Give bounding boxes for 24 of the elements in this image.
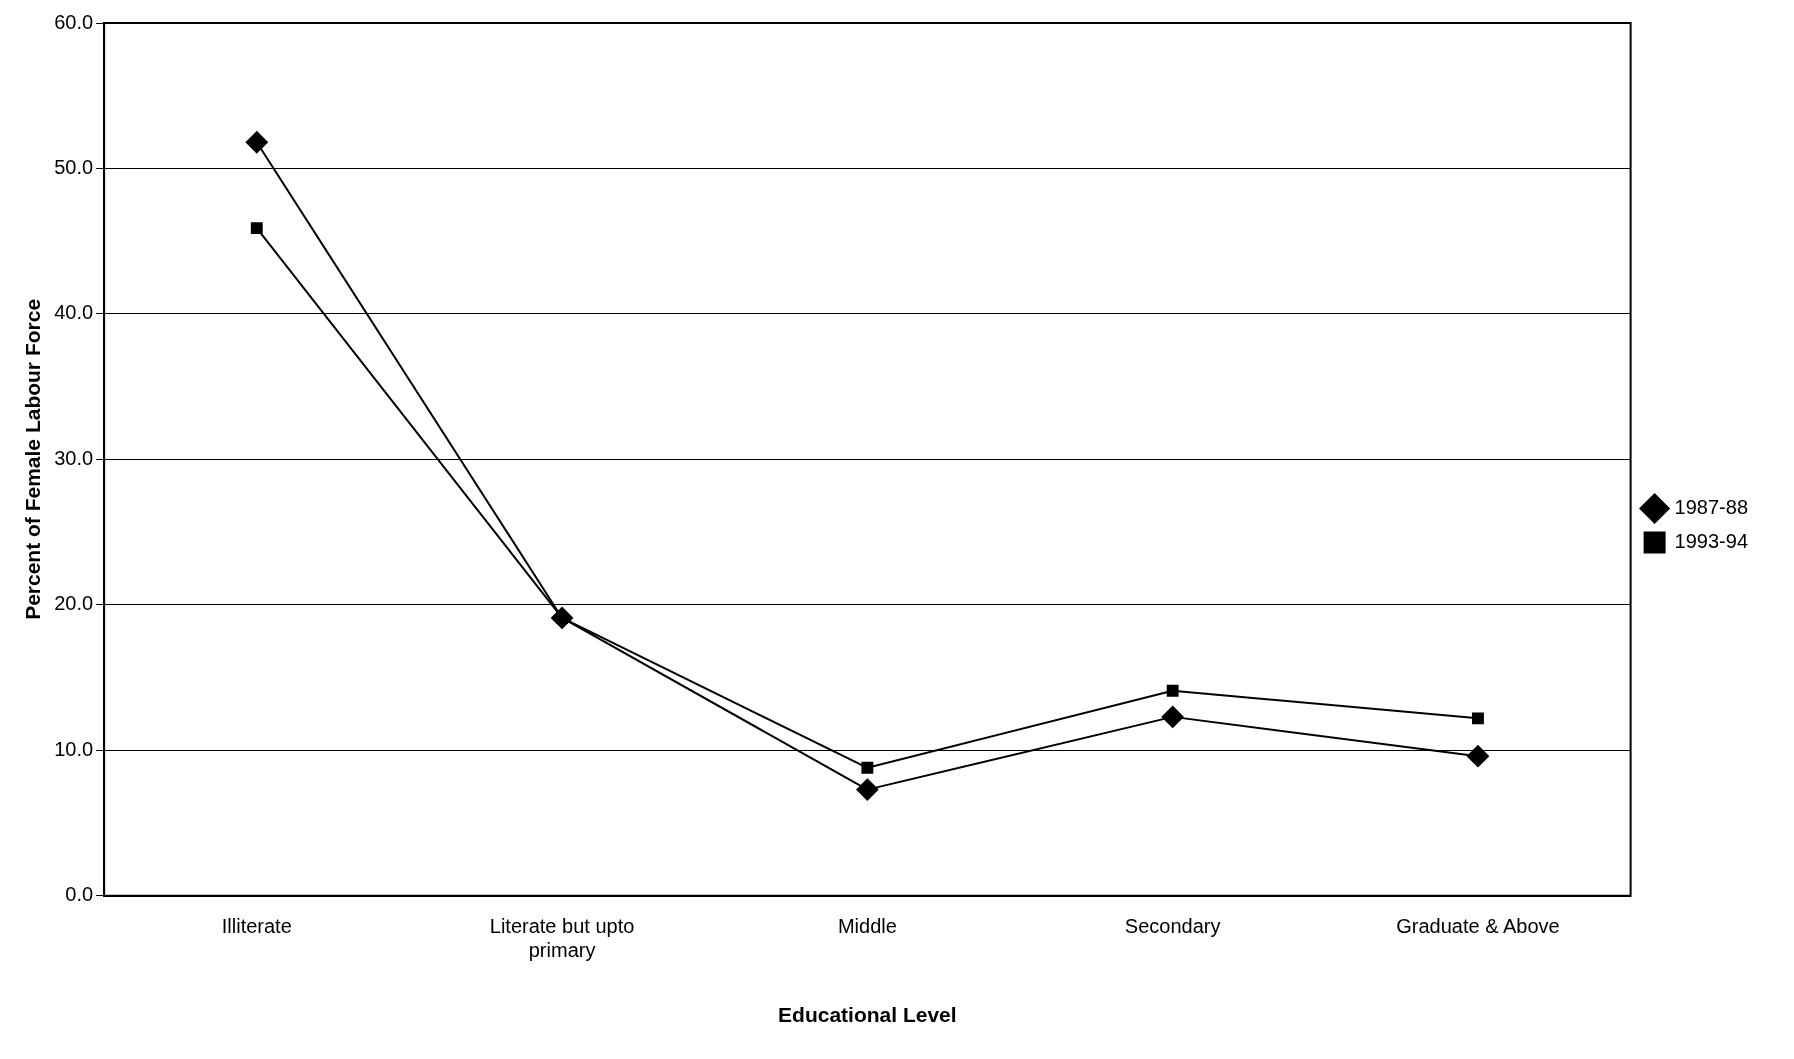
point bbox=[250, 222, 263, 235]
y-tick-label: 40.0 bbox=[54, 301, 94, 324]
x-axis-title: Educational Level bbox=[778, 1003, 957, 1027]
y-tick-label: 60.0 bbox=[54, 10, 94, 33]
point bbox=[1161, 705, 1184, 728]
point bbox=[1472, 712, 1484, 725]
x-tick-label: Secondary bbox=[1124, 915, 1221, 938]
y-tick-label: 10.0 bbox=[54, 737, 94, 760]
point bbox=[1166, 684, 1179, 697]
x-tick-label: Illiterate bbox=[221, 915, 292, 938]
x-tick-label: Literate but upto primary bbox=[489, 915, 635, 962]
x-tick-label: Middle bbox=[837, 915, 897, 938]
y-tick-label: 20.0 bbox=[54, 592, 94, 615]
point bbox=[1466, 745, 1489, 768]
y-tick-label: 0.0 bbox=[65, 883, 94, 906]
y-tick-label: 30.0 bbox=[54, 446, 94, 469]
point bbox=[245, 131, 268, 154]
legend-label: 1987-88 bbox=[1674, 496, 1749, 519]
y-axis-title: Percent of Female Labour Force bbox=[21, 298, 45, 620]
point bbox=[861, 761, 874, 774]
x-tick-label: Graduate & Above bbox=[1396, 915, 1560, 938]
y-tick-label: 50.0 bbox=[54, 155, 94, 178]
point bbox=[856, 778, 879, 801]
legend-label: 1993-94 bbox=[1674, 530, 1749, 553]
